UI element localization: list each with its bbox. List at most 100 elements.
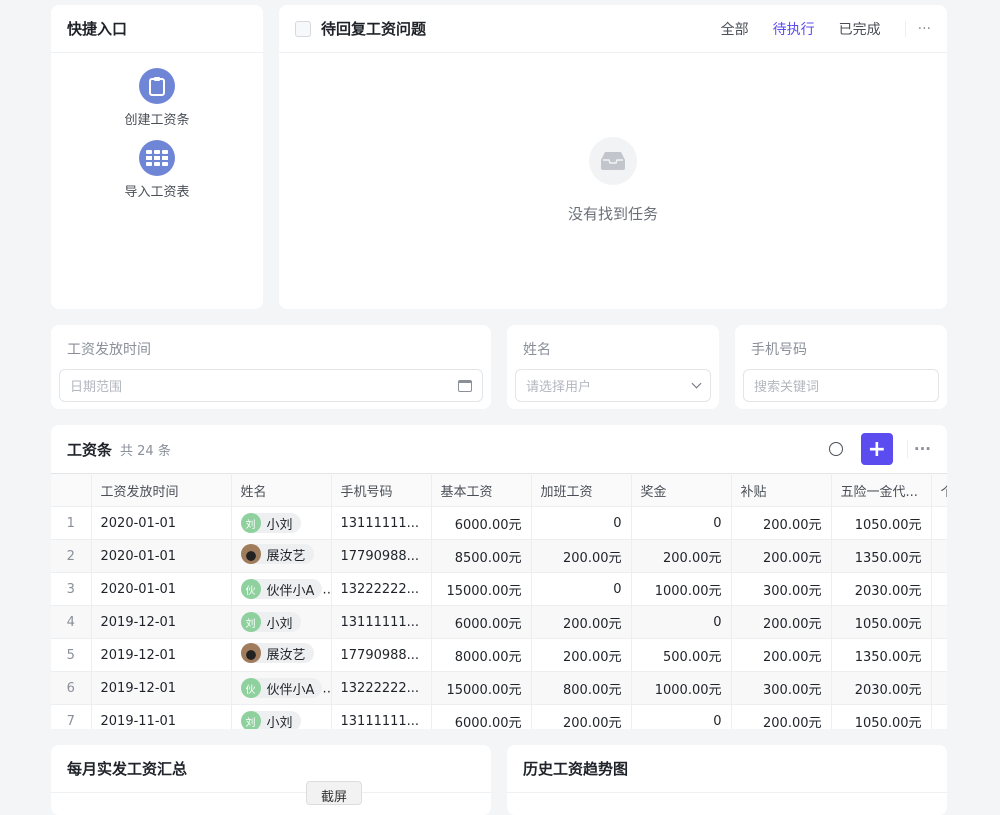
amount-cell: 0	[631, 506, 732, 540]
search-icon[interactable]	[828, 442, 843, 456]
pay-date: 2019-12-01	[91, 605, 232, 639]
amount-cell: 200.00元	[731, 638, 832, 672]
amount-cell: 200.00元	[531, 638, 632, 672]
table-row[interactable]: 4 2019-12-01 刘小刘 13111111... 6000.00元 200.00元…	[51, 605, 947, 639]
table-row[interactable]: 2 2020-01-01 展汝艺 17790988... 8500.00元 200.00元…	[51, 539, 947, 573]
amount-cell: 0	[631, 704, 732, 729]
tab-completed[interactable]: 已完成	[838, 21, 881, 38]
cell	[931, 605, 947, 639]
row-index: 6	[51, 671, 92, 705]
table-row[interactable]: 5 2019-12-01 展汝艺 17790988... 8000.00元 200.00元…	[51, 638, 947, 672]
column-header[interactable]: 加班工资	[531, 473, 632, 507]
amount-cell: 1050.00元	[831, 506, 932, 540]
employee-cell: 刘小刘	[231, 605, 332, 639]
table-row[interactable]: 1 2020-01-01 刘小刘 13111111... 6000.00元 0 0 200.0…	[51, 506, 947, 540]
amount-cell: 200.00元	[731, 605, 832, 639]
table-row[interactable]: 7 2019-11-01 刘小刘 13111111... 6000.00元 200.00元…	[51, 704, 947, 730]
amount-cell: 1000.00元	[631, 572, 732, 606]
row-index: 4	[51, 605, 92, 639]
amount-cell: 2030.00元	[831, 671, 932, 705]
user-select[interactable]: 请选择用户	[515, 369, 711, 402]
cell	[931, 704, 947, 729]
column-header[interactable]: 五险一金代...	[831, 473, 932, 507]
amount-cell: 1350.00元	[831, 638, 932, 672]
date-range-input[interactable]: 日期范围	[59, 369, 483, 402]
more-icon[interactable]: ···	[906, 440, 931, 458]
amount-cell: 0	[531, 506, 632, 540]
user-tag[interactable]: 展汝艺	[240, 643, 314, 663]
filter-phone: 手机号码 搜索关键词	[735, 325, 947, 409]
tab-pending[interactable]: 待执行	[772, 21, 815, 38]
table-row[interactable]: 6 2019-12-01 伙伙伴小A 13222222... 15000.00元 800.…	[51, 671, 947, 705]
table-row[interactable]: 3 2020-01-01 伙伙伴小A 13222222... 15000.00元 0 100…	[51, 572, 947, 606]
amount-cell: 500.00元	[631, 638, 732, 672]
create-payslip-label: 创建工资条	[124, 113, 190, 128]
cell	[931, 671, 947, 705]
amount-cell: 1000.00元	[631, 671, 732, 705]
employee-cell: 展汝艺	[231, 539, 332, 573]
clipboard-icon	[139, 68, 175, 104]
avatar: 刘	[240, 612, 261, 632]
monthly-summary-title: 每月实发工资汇总	[51, 745, 491, 793]
user-name: 伙伴小A	[266, 682, 315, 698]
column-header[interactable]: 基本工资	[431, 473, 532, 507]
user-name: 小刘	[266, 715, 293, 730]
pay-date: 2019-12-01	[91, 638, 232, 672]
amount-cell: 0	[531, 572, 632, 606]
user-name: 伙伴小A	[266, 583, 315, 599]
avatar	[240, 643, 261, 663]
calendar-icon	[458, 379, 472, 392]
column-header[interactable]: 奖金	[631, 473, 732, 507]
avatar: 伙	[240, 678, 261, 698]
select-all-checkbox[interactable]	[295, 20, 311, 37]
phone-search-input[interactable]: 搜索关键词	[743, 369, 939, 402]
import-payroll-button[interactable]: 导入工资表	[51, 140, 263, 200]
column-header[interactable]: 手机号码	[331, 473, 432, 507]
pay-date: 2019-11-01	[91, 704, 232, 729]
employee-cell: 刘小刘	[231, 704, 332, 730]
filter-name-label: 姓名	[523, 342, 551, 358]
avatar: 伙	[240, 579, 261, 599]
cell	[931, 506, 947, 540]
amount-cell: 6000.00元	[431, 605, 532, 639]
screenshot-button[interactable]: 截屏	[306, 781, 362, 805]
pay-date: 2020-01-01	[91, 506, 232, 540]
avatar: 刘	[240, 711, 261, 729]
amount-cell: 300.00元	[731, 671, 832, 705]
amount-cell: 200.00元	[731, 539, 832, 573]
phone: 17790988...	[331, 638, 432, 672]
column-header[interactable]: 补贴	[731, 473, 832, 507]
pay-date: 2020-01-01	[91, 539, 232, 573]
user-tag[interactable]: 刘小刘	[240, 612, 301, 632]
amount-cell: 200.00元	[531, 605, 632, 639]
user-tag[interactable]: 刘小刘	[240, 711, 301, 730]
payroll-card: 工资条 共 24 条 + ··· 工资发放时间 姓名 手机号码 基本工资 加班工资 奖金补…	[51, 425, 947, 729]
more-icon[interactable]: ···	[904, 20, 931, 37]
user-tag[interactable]: 伙伙伴小A	[240, 579, 323, 599]
row-index: 7	[51, 704, 92, 729]
inbox-icon	[589, 137, 637, 185]
tasks-title: 待回复工资问题	[321, 20, 427, 38]
avatar: 刘	[240, 513, 261, 533]
user-tag[interactable]: 展汝艺	[240, 544, 314, 564]
create-payslip-button[interactable]: 创建工资条	[51, 68, 263, 128]
user-tag[interactable]: 刘小刘	[240, 513, 301, 533]
amount-cell: 2030.00元	[831, 572, 932, 606]
column-header[interactable]: 工资发放时间	[91, 473, 232, 507]
monthly-summary-card: 每月实发工资汇总	[51, 745, 491, 815]
employee-cell: 伙伙伴小A	[231, 572, 332, 606]
column-header[interactable]: 个	[931, 473, 947, 507]
amount-cell: 200.00元	[531, 704, 632, 729]
column-header[interactable]: 姓名	[231, 473, 332, 507]
amount-cell: 300.00元	[731, 572, 832, 606]
tab-all[interactable]: 全部	[720, 21, 749, 38]
user-name: 展汝艺	[266, 548, 306, 564]
employee-cell: 展汝艺	[231, 638, 332, 672]
phone: 13222222...	[331, 671, 432, 705]
user-tag[interactable]: 伙伙伴小A	[240, 678, 323, 698]
add-button[interactable]: +	[860, 433, 893, 465]
amount-cell: 1050.00元	[831, 605, 932, 639]
filter-date: 工资发放时间 日期范围	[51, 325, 491, 409]
column-header[interactable]	[51, 473, 92, 507]
